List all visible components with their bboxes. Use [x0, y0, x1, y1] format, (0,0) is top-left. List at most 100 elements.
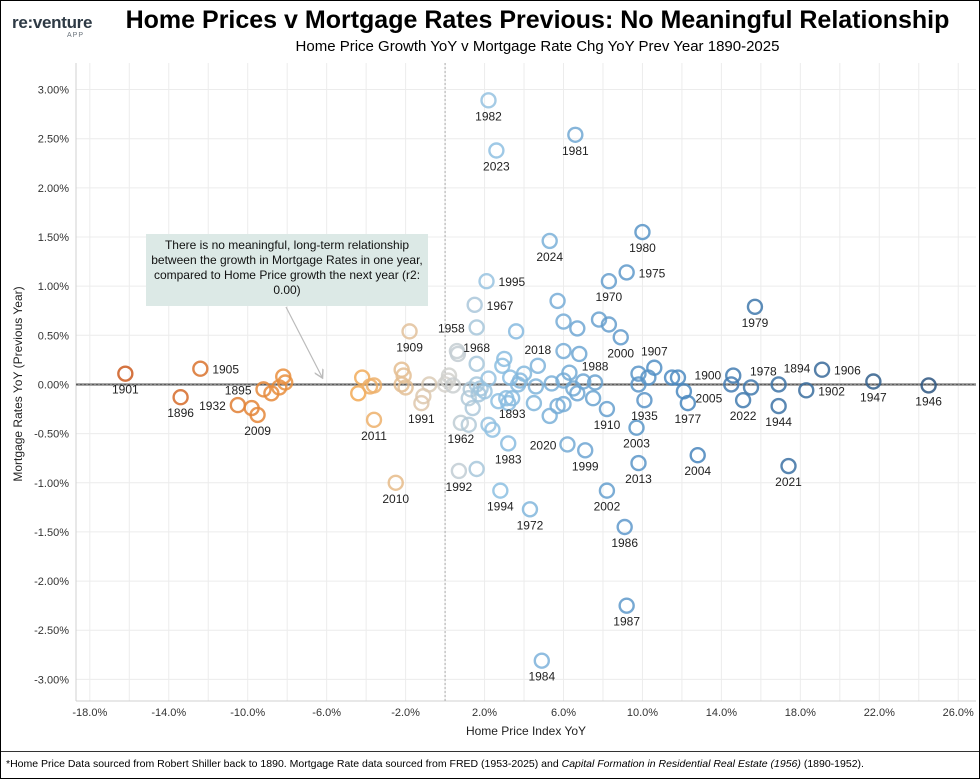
- data-point: [541, 407, 558, 425]
- data-point: [555, 313, 572, 330]
- x-tick-label: -10.0%: [230, 707, 265, 719]
- data-point-label: 1999: [572, 459, 599, 473]
- footnote-text: *Home Price Data sourced from Robert Shi…: [6, 758, 562, 770]
- data-point: [598, 400, 616, 418]
- y-axis-label: Mortgage Rates YoY (Previous Year): [11, 286, 25, 481]
- data-point: [507, 323, 525, 340]
- data-point-label: 2005: [696, 391, 723, 405]
- data-point-label: 1970: [596, 290, 623, 304]
- data-point: [770, 397, 787, 415]
- data-point: [277, 374, 294, 391]
- data-point: [636, 391, 653, 409]
- data-point: [488, 142, 505, 159]
- data-point: [555, 342, 572, 360]
- data-point: [480, 92, 497, 109]
- data-point: [436, 376, 454, 393]
- data-point-label: 2020: [530, 438, 557, 452]
- y-tick-label: 1.00%: [38, 281, 69, 293]
- chart-subtitle: Home Price Growth YoY v Mortgage Rate Ch…: [295, 38, 780, 55]
- y-tick-label: -0.50%: [34, 429, 69, 441]
- data-point: [618, 597, 635, 614]
- point-labels: 1901 1905 1896 1932 2009 1895 2011 2010 1909 1991…: [112, 109, 942, 683]
- y-tick-label: 2.50%: [38, 134, 69, 146]
- data-point: [543, 375, 560, 392]
- data-point-label: 1975: [639, 266, 666, 280]
- data-point: [503, 390, 521, 407]
- data-point: [444, 377, 462, 394]
- data-point-label: 2021: [775, 475, 802, 489]
- data-point: [515, 365, 533, 382]
- footnote-source-title: Capital Formation in Residential Real Es…: [561, 758, 801, 770]
- data-point-label: 1977: [674, 412, 701, 426]
- data-point: [746, 298, 764, 315]
- data-point: [628, 419, 645, 436]
- data-point: [723, 376, 740, 393]
- data-point-label: 2013: [625, 472, 652, 486]
- data-point: [569, 320, 586, 337]
- data-point: [387, 474, 404, 491]
- x-tick-label: 6.0%: [551, 707, 576, 719]
- data-point: [663, 369, 681, 386]
- axes: -18.0% -14.0% -10.0% -6.0% -2.0% 2.0% 6.0% 10.0…: [34, 63, 976, 719]
- data-point-label: 1979: [742, 316, 769, 330]
- data-point: [634, 223, 651, 241]
- data-point-label: 2002: [594, 500, 621, 514]
- x-tick-label: 18.0%: [785, 707, 816, 719]
- data-point: [646, 359, 663, 376]
- data-point-label: 1902: [818, 384, 845, 398]
- data-point: [393, 376, 410, 393]
- data-point-label: 1909: [396, 340, 423, 354]
- data-point-label: 2009: [244, 424, 271, 438]
- data-point: [770, 376, 787, 393]
- data-point-label: 1893: [499, 407, 526, 421]
- footnote-text-end: (1890-1952).: [800, 758, 864, 770]
- data-point-label: 1947: [860, 391, 887, 405]
- data-point-label: 2023: [483, 159, 510, 173]
- x-tick-label: -18.0%: [72, 707, 107, 719]
- data-points: [117, 92, 937, 669]
- data-point: [630, 454, 647, 472]
- y-tick-label: 0.50%: [38, 330, 69, 342]
- data-point: [527, 378, 545, 395]
- data-point: [464, 399, 481, 417]
- data-point: [460, 390, 477, 407]
- data-point: [598, 482, 616, 499]
- data-point: [350, 385, 367, 402]
- data-point: [584, 390, 602, 407]
- x-tick-label: -6.0%: [312, 707, 341, 719]
- data-point: [365, 411, 383, 429]
- data-point: [401, 323, 418, 340]
- data-point: [500, 394, 517, 412]
- data-point: [742, 379, 760, 396]
- data-point: [616, 518, 633, 536]
- data-point: [575, 373, 592, 390]
- data-point-label: 2000: [607, 346, 634, 360]
- data-point-label: 1986: [611, 536, 638, 550]
- data-point-label: 1946: [915, 394, 942, 408]
- y-tick-label: -2.50%: [34, 625, 69, 637]
- data-point: [525, 394, 543, 412]
- data-point: [798, 382, 815, 399]
- data-point: [618, 264, 635, 281]
- data-point: [549, 292, 566, 310]
- data-point: [255, 381, 272, 398]
- data-point: [865, 373, 882, 390]
- data-point: [468, 460, 485, 478]
- data-point-label: 1967: [487, 299, 514, 313]
- data-point-label: 1980: [629, 241, 656, 255]
- annotation-arrow: [285, 306, 322, 377]
- data-point-label: 1995: [499, 275, 526, 289]
- data-point: [450, 462, 468, 480]
- data-point: [577, 442, 594, 459]
- data-point-label: 2011: [361, 429, 387, 443]
- data-point-label: 1944: [765, 415, 792, 429]
- data-point-label: 1994: [487, 500, 514, 514]
- data-point: [466, 296, 483, 314]
- data-point: [478, 273, 495, 290]
- data-point: [484, 421, 501, 438]
- data-point: [192, 360, 209, 377]
- data-point: [725, 367, 742, 384]
- x-tick-label: 10.0%: [627, 707, 658, 719]
